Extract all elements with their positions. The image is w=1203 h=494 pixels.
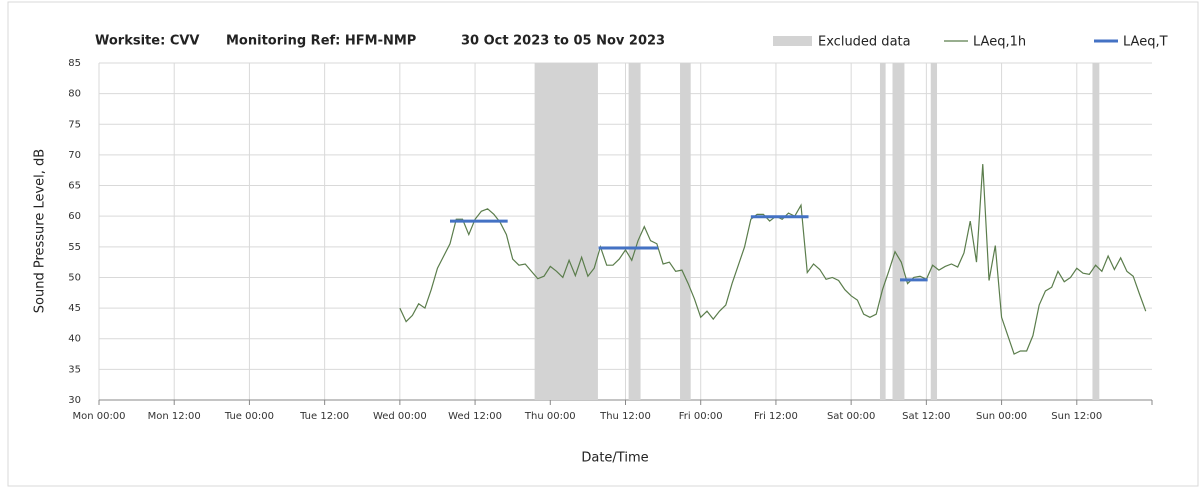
chart-title: 30 Oct 2023 to 05 Nov 2023 [461, 34, 665, 49]
excluded-band [879, 63, 886, 400]
x-tick-label: Thu 12:00 [599, 411, 651, 422]
chart-frame [7, 1, 1199, 487]
y-tick-label: 70 [68, 150, 81, 161]
y-axis-title: Sound Pressure Level, dB [33, 149, 48, 313]
excluded-band [628, 63, 641, 400]
y-tick-label: 55 [68, 242, 81, 253]
x-tick-label: Thu 00:00 [524, 411, 576, 422]
excluded-band [892, 63, 905, 400]
excluded-band [1092, 63, 1100, 400]
x-tick-label: Tue 00:00 [224, 411, 274, 422]
y-tick-label: 45 [68, 303, 81, 314]
x-tick-label: Fri 00:00 [679, 411, 723, 422]
x-tick-label: Mon 12:00 [148, 411, 201, 422]
excluded-band [930, 63, 938, 400]
chart-title: Worksite: CVV [95, 34, 199, 49]
x-tick-label: Tue 12:00 [299, 411, 349, 422]
legend-label: LAeq,1h [973, 35, 1026, 50]
y-tick-label: 60 [68, 211, 81, 222]
y-tick-label: 65 [68, 181, 81, 192]
x-tick-label: Wed 12:00 [448, 411, 502, 422]
x-tick-label: Sun 12:00 [1051, 411, 1102, 422]
x-tick-label: Sat 12:00 [902, 411, 950, 422]
y-tick-label: 75 [68, 119, 81, 130]
legend-swatch [773, 36, 812, 46]
legend-label: Excluded data [818, 35, 911, 50]
chart-title: Monitoring Ref: HFM-NMP [226, 34, 416, 49]
x-tick-label: Fri 12:00 [754, 411, 798, 422]
x-tick-label: Sun 00:00 [976, 411, 1027, 422]
laeq-1h-line [399, 164, 1147, 355]
legend-label: LAeq,T [1123, 35, 1168, 50]
y-tick-label: 40 [68, 334, 81, 345]
y-tick-label: 50 [68, 272, 81, 283]
x-axis-title: Date/Time [581, 451, 648, 466]
excluded-band [534, 63, 598, 400]
excluded-band [680, 63, 691, 400]
x-tick-label: Mon 00:00 [72, 411, 125, 422]
y-tick-label: 85 [68, 58, 81, 69]
y-tick-label: 35 [68, 364, 81, 375]
x-tick-label: Wed 00:00 [373, 411, 427, 422]
y-tick-label: 30 [68, 395, 81, 406]
y-tick-label: 80 [68, 89, 81, 100]
x-tick-label: Sat 00:00 [827, 411, 875, 422]
